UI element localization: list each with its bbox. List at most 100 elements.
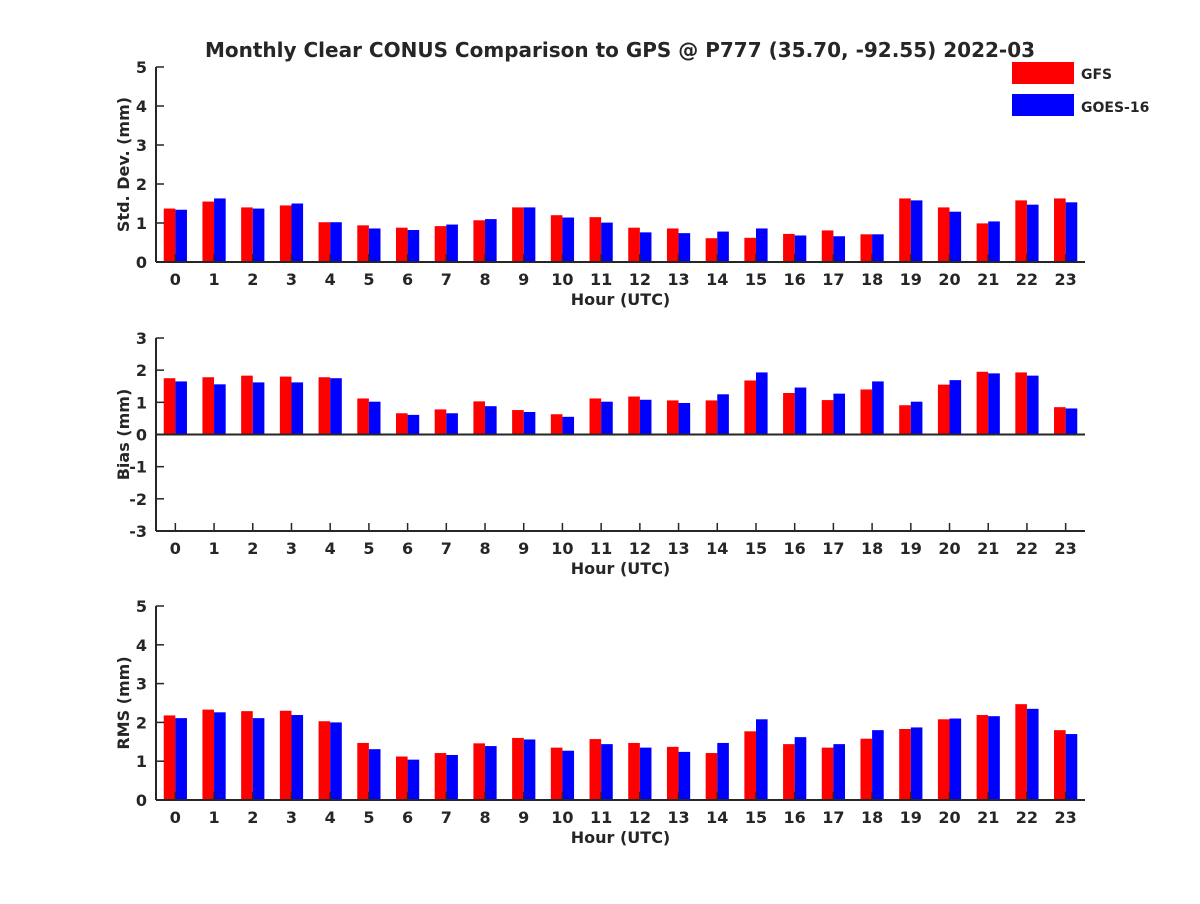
bar-goes-16-hour-1 [214, 384, 226, 435]
bar-goes-16-hour-19 [910, 401, 923, 435]
bar-goes-16-hour-5 [368, 228, 381, 262]
bar-gfs-hour-19 [899, 729, 911, 800]
x-tick-label: 7 [441, 270, 452, 289]
x-tick-label: 5 [363, 539, 374, 558]
x-tick-label: 21 [977, 270, 999, 289]
x-tick-label: 9 [518, 808, 529, 827]
bar-gfs-hour-15 [744, 380, 756, 435]
bar-goes-16-hour-6 [407, 414, 420, 435]
bar-gfs-hour-18 [860, 389, 873, 435]
bar-gfs-hour-3 [279, 205, 292, 262]
bar-gfs-hour-19 [899, 405, 911, 435]
legend-swatch-goes-16 [1012, 94, 1074, 116]
x-tick-label: 21 [977, 539, 999, 558]
bar-goes-16-hour-7 [446, 413, 458, 435]
x-tick-label: 15 [745, 808, 767, 827]
bar-gfs-hour-5 [357, 398, 369, 435]
x-tick-label: 22 [1016, 539, 1038, 558]
y-tick-label: 2 [136, 361, 147, 380]
bar-goes-16-hour-12 [639, 232, 652, 262]
y-tick-label: -3 [129, 522, 147, 541]
y-tick-label: 3 [136, 675, 147, 694]
x-tick-label: 3 [286, 808, 297, 827]
bar-goes-16-hour-22 [1026, 375, 1039, 435]
y-tick-label: 0 [136, 253, 147, 272]
x-tick-label: 15 [745, 539, 767, 558]
bar-gfs-hour-10 [550, 414, 563, 435]
bar-goes-16-hour-23 [1065, 734, 1078, 800]
bar-goes-16-hour-11 [601, 744, 613, 800]
bar-goes-16-hour-19 [910, 200, 923, 262]
bar-gfs-hour-4 [318, 377, 331, 435]
bar-goes-16-hour-23 [1065, 202, 1078, 262]
x-tick-label: 11 [590, 270, 612, 289]
y-tick-label: 0 [136, 791, 147, 810]
bar-gfs-hour-10 [550, 747, 563, 800]
bar-gfs-hour-3 [279, 376, 292, 435]
bar-gfs-hour-9 [512, 207, 524, 262]
bar-gfs-hour-9 [512, 410, 524, 435]
y-tick-label: 3 [136, 329, 147, 348]
x-axis-label: Hour (UTC) [571, 290, 671, 309]
x-tick-label: 13 [667, 539, 689, 558]
x-tick-label: 11 [590, 808, 612, 827]
x-tick-label: 0 [170, 270, 181, 289]
bar-gfs-hour-22 [1015, 372, 1027, 435]
bar-goes-16-hour-23 [1065, 408, 1078, 435]
y-tick-label: 2 [136, 175, 147, 194]
bar-goes-16-hour-5 [368, 749, 381, 800]
bar-goes-16-hour-16 [794, 737, 807, 800]
x-tick-label: 13 [667, 808, 689, 827]
y-tick-label: -1 [129, 458, 147, 477]
y-tick-label: 1 [136, 752, 147, 771]
x-tick-label: 18 [861, 539, 883, 558]
bar-gfs-hour-23 [1054, 730, 1066, 800]
bar-gfs-hour-11 [589, 398, 602, 435]
bar-goes-16-hour-9 [523, 739, 536, 800]
bar-goes-16-hour-3 [291, 715, 304, 800]
y-tick-label: -2 [129, 490, 147, 509]
y-tick-label: 1 [136, 393, 147, 412]
bar-goes-16-hour-18 [872, 381, 884, 435]
y-axis-label: RMS (mm) [114, 656, 133, 749]
bar-gfs-hour-12 [628, 742, 640, 800]
x-tick-label: 10 [551, 539, 573, 558]
x-tick-label: 0 [170, 808, 181, 827]
bar-gfs-hour-0 [163, 378, 176, 435]
x-tick-label: 10 [551, 808, 573, 827]
x-tick-label: 18 [861, 270, 883, 289]
x-tick-label: 5 [363, 270, 374, 289]
bar-goes-16-hour-3 [291, 382, 304, 435]
bar-goes-16-hour-18 [872, 730, 884, 800]
bar-goes-16-hour-12 [639, 399, 652, 435]
legend-label-gfs: GFS [1081, 67, 1112, 83]
bar-gfs-hour-14 [705, 753, 718, 800]
bar-goes-16-hour-13 [678, 751, 691, 800]
bar-gfs-hour-8 [473, 743, 486, 800]
bar-goes-16-hour-10 [562, 416, 575, 435]
bar-gfs-hour-9 [512, 737, 524, 800]
bar-goes-16-hour-8 [485, 406, 497, 435]
bar-gfs-hour-0 [163, 208, 176, 262]
bar-goes-16-hour-17 [833, 393, 846, 435]
x-tick-label: 19 [900, 808, 922, 827]
x-tick-label: 12 [629, 270, 651, 289]
bar-gfs-hour-6 [395, 413, 408, 435]
x-tick-label: 17 [822, 270, 844, 289]
bar-gfs-hour-2 [241, 375, 253, 435]
bar-goes-16-hour-14 [717, 394, 729, 435]
bar-gfs-hour-10 [550, 215, 563, 262]
bar-gfs-hour-2 [241, 711, 253, 800]
bar-goes-16-hour-0 [175, 209, 187, 262]
bar-gfs-hour-18 [860, 738, 873, 800]
legend-label-goes-16: GOES-16 [1081, 100, 1149, 116]
bar-gfs-hour-7 [434, 753, 447, 800]
x-tick-label: 16 [784, 808, 806, 827]
x-tick-label: 9 [518, 270, 529, 289]
y-tick-label: 1 [136, 214, 147, 233]
bar-gfs-hour-11 [589, 739, 602, 800]
x-tick-label: 11 [590, 539, 612, 558]
